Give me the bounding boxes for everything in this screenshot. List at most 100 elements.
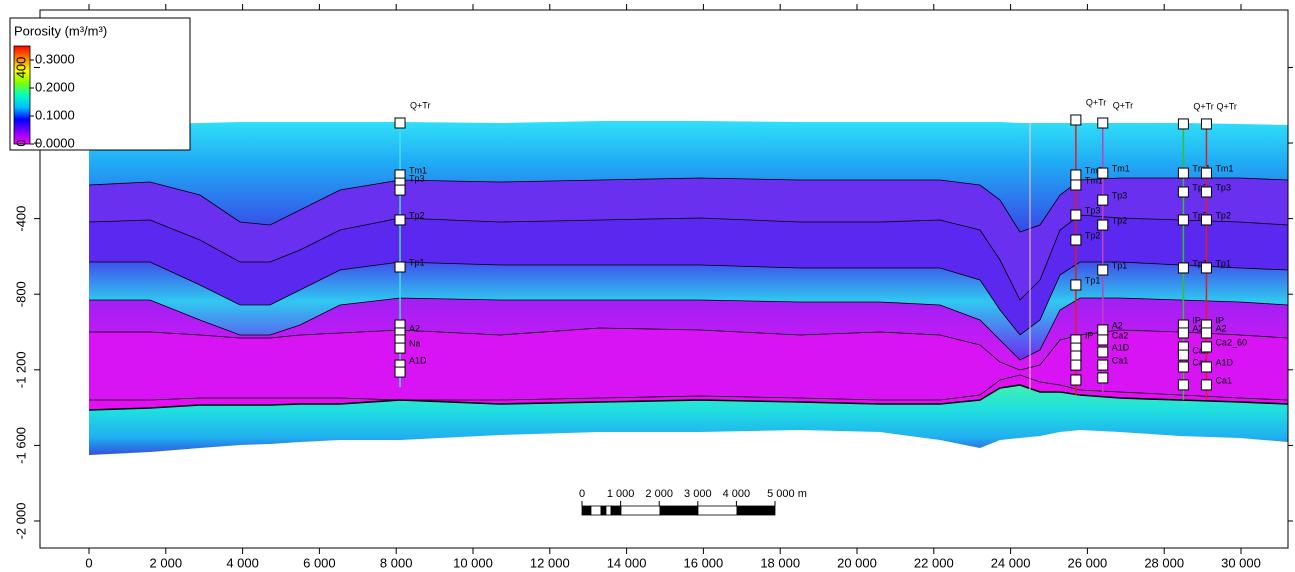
- well-top-label: Tp2: [409, 210, 425, 220]
- well-top-marker: [1200, 327, 1212, 339]
- well-top-label: A2: [1192, 323, 1203, 333]
- well-top-marker: [394, 261, 406, 273]
- well-top-label: Tp1: [1112, 260, 1128, 270]
- well-top-label: Tp2: [1085, 230, 1101, 240]
- colorbar-label: 0.1000: [35, 107, 75, 122]
- scale-bar-segment: [610, 505, 622, 516]
- well-top-marker: [1097, 324, 1109, 336]
- well-top-marker: [1070, 169, 1082, 181]
- well-top-label: Ca1: [1215, 375, 1232, 385]
- well-top-marker: [394, 214, 406, 226]
- horizon-line: [88, 177, 1289, 233]
- legend: Porosity (m³/m³) 0.0000 0.1000 0.2000 0.300…: [9, 17, 191, 151]
- well-top-marker: [1200, 167, 1212, 179]
- well-top-marker: [1097, 219, 1109, 231]
- x-tick-label: 26 000: [1068, 555, 1108, 570]
- well-top-marker: [1200, 341, 1212, 353]
- well-top-label: Na: [409, 338, 421, 348]
- well-top-marker: [1177, 361, 1189, 373]
- well-top-label: IP: [1192, 315, 1201, 325]
- well-top-label: Tp1: [1192, 258, 1208, 268]
- scale-bar-segment: [605, 505, 612, 516]
- y-tick-label: -800: [13, 281, 28, 307]
- well-top-label: A1D: [1215, 357, 1233, 367]
- well-top-label: Q+Tr: [1086, 97, 1106, 107]
- y-tick-label: 0: [13, 139, 28, 146]
- x-tick-label: 10 000: [453, 555, 493, 570]
- well-top-label: Q+Tr: [1113, 100, 1133, 110]
- well-top-marker: [1097, 359, 1109, 371]
- well-top-marker: [394, 342, 406, 354]
- x-tick-label: 20 000: [837, 555, 877, 570]
- well-top-label: Q+Tr: [410, 100, 430, 110]
- well-top-marker: [1070, 359, 1082, 371]
- well-top-marker: [1070, 114, 1082, 126]
- scale-bar-segment: [697, 505, 738, 516]
- well-top-marker: [1097, 372, 1109, 384]
- y-tick-label: 400: [13, 57, 28, 79]
- well-top-marker: [1097, 346, 1109, 358]
- well-top-marker: [1070, 374, 1082, 386]
- well-top-label: Tp3: [1192, 182, 1208, 192]
- horizon-line: [89, 374, 1289, 401]
- x-tick-label: 16 000: [684, 555, 724, 570]
- well-top-label: A1D: [1112, 342, 1130, 352]
- well-top-marker: [1177, 349, 1189, 361]
- well-top-marker: [1200, 361, 1212, 373]
- scale-bar-label: 1 000: [607, 488, 635, 500]
- y-tick-label: -2 000: [13, 503, 28, 540]
- x-tick-label: 12 000: [530, 555, 570, 570]
- cross-section: [88, 121, 1289, 455]
- horizon-line: [88, 214, 1289, 301]
- x-tick-label: 28 000: [1144, 555, 1184, 570]
- well-top-marker: [1070, 179, 1082, 191]
- well-top-label: Tp1: [1085, 275, 1101, 285]
- well-top-label: Tp3: [1215, 182, 1231, 192]
- x-tick-label: 2 000: [150, 555, 183, 570]
- colorbar-label: 0.0000: [35, 135, 75, 150]
- x-tick-label: 22 000: [914, 555, 954, 570]
- x-tick-label: 0: [85, 555, 92, 570]
- well-top-marker: [1200, 214, 1212, 226]
- scale-bar-segment: [581, 505, 592, 516]
- y-tick-label: -1 600: [13, 427, 28, 464]
- well-top-label: Tp1: [409, 257, 425, 267]
- well-top-marker: [1097, 117, 1109, 129]
- colorbar: [13, 45, 31, 145]
- scale-bar-segment: [620, 505, 661, 516]
- well-top-label: Tp3: [1085, 205, 1101, 215]
- horizon-line: [89, 327, 1289, 371]
- horizon-line: [89, 261, 1289, 336]
- x-tick-label: 4 000: [226, 555, 259, 570]
- y-tick-label: -400: [13, 206, 28, 232]
- scale-bar-segment: [590, 505, 602, 516]
- well-top-label: A1D: [409, 355, 427, 365]
- well-top-label: A2: [1215, 323, 1226, 333]
- strata-band: [89, 178, 1288, 300]
- well-top-marker: [394, 366, 406, 378]
- well-top-marker: [1070, 279, 1082, 291]
- strata-band: [89, 121, 1288, 232]
- scale-bar-label: 3 000: [684, 488, 712, 500]
- well-top-label: A2: [409, 323, 420, 333]
- well-top-label: A2: [1112, 320, 1123, 330]
- well-top-marker: [1097, 334, 1109, 346]
- well-top-marker: [1070, 234, 1082, 246]
- scale-bar-label: 4 000: [723, 488, 751, 500]
- strata-band: [89, 328, 1288, 400]
- well-top-marker: [1097, 264, 1109, 276]
- horizon-line: [88, 384, 1289, 411]
- well-top-marker: [1177, 118, 1189, 130]
- legend-title: Porosity (m³/m³): [14, 23, 107, 38]
- well-top-marker: [1200, 186, 1212, 198]
- well-top-marker: [1177, 262, 1189, 274]
- x-tick-label: 14 000: [607, 555, 647, 570]
- scale-bar-segment: [659, 505, 699, 516]
- plot-frame: [39, 9, 1289, 549]
- well-top-label: IP: [1085, 330, 1094, 340]
- strata-band: [89, 385, 1288, 455]
- legend-box: [9, 17, 191, 151]
- strata-band: [89, 262, 1288, 360]
- well-top-label: Tm1: [409, 165, 427, 175]
